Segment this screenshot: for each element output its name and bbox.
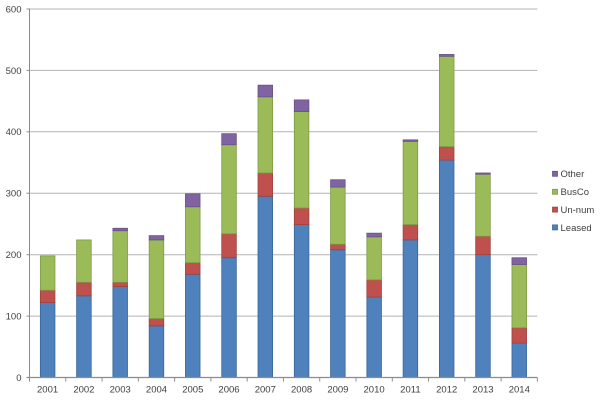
- svg-text:2006: 2006: [218, 385, 239, 396]
- svg-text:500: 500: [6, 66, 22, 77]
- svg-text:400: 400: [6, 127, 22, 138]
- svg-text:2001: 2001: [37, 385, 58, 396]
- svg-text:2008: 2008: [291, 385, 312, 396]
- svg-text:2014: 2014: [509, 385, 530, 396]
- svg-text:Leased: Leased: [561, 223, 592, 234]
- svg-text:BusCo: BusCo: [561, 187, 590, 198]
- svg-text:600: 600: [6, 4, 22, 15]
- svg-text:2004: 2004: [146, 385, 167, 396]
- svg-text:200: 200: [6, 250, 22, 261]
- svg-text:Un-num: Un-num: [561, 205, 595, 216]
- svg-text:Other: Other: [561, 169, 585, 180]
- svg-text:2013: 2013: [472, 385, 493, 396]
- svg-text:2009: 2009: [327, 385, 348, 396]
- svg-text:2011: 2011: [400, 385, 420, 396]
- svg-text:0: 0: [16, 373, 21, 384]
- svg-text:2003: 2003: [110, 385, 131, 396]
- svg-text:2002: 2002: [73, 385, 94, 396]
- svg-text:2007: 2007: [255, 385, 276, 396]
- svg-text:300: 300: [6, 189, 22, 200]
- svg-text:2010: 2010: [364, 385, 385, 396]
- svg-text:100: 100: [6, 312, 22, 323]
- svg-text:2012: 2012: [436, 385, 457, 396]
- svg-text:2005: 2005: [182, 385, 203, 396]
